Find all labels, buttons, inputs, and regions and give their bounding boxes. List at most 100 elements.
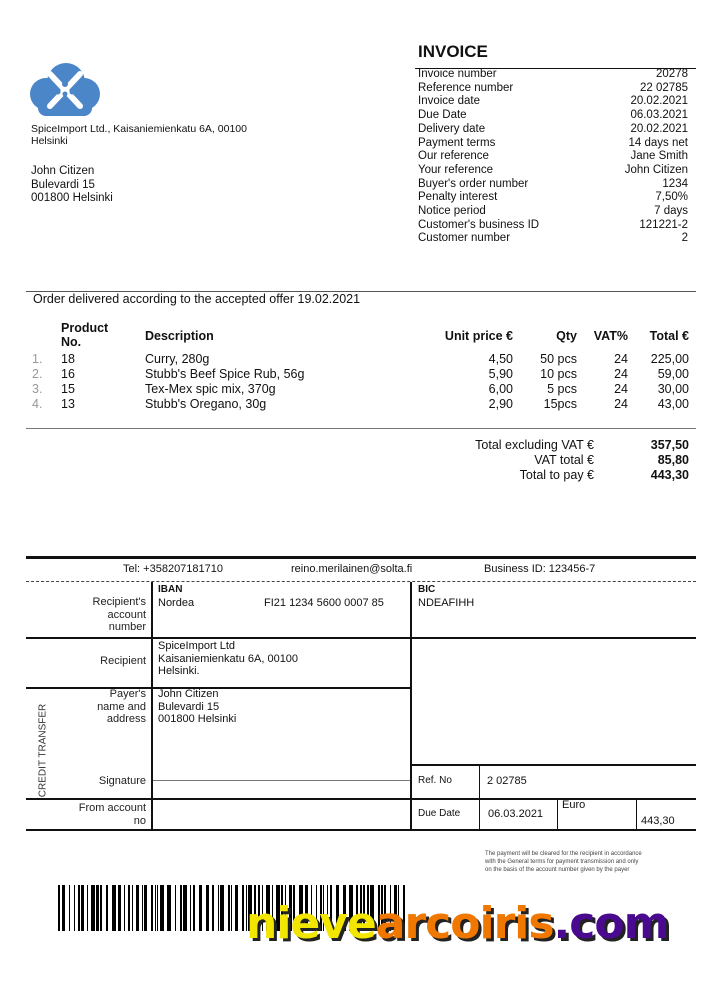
watermark-part: .com: [553, 898, 670, 949]
from-account-field[interactable]: [153, 800, 410, 829]
bic-label: BIC: [418, 584, 436, 595]
barcode-bar: [235, 885, 238, 931]
info-value: 2: [681, 232, 688, 245]
barcode-bar: [262, 885, 263, 931]
qty: 15pcs: [543, 397, 577, 411]
total-row: Total excluding VAT € 357,50: [0, 438, 720, 453]
slip-bottom-border: [26, 829, 696, 831]
barcode-bar: [81, 885, 84, 931]
header-unit-price: Unit price €: [444, 329, 513, 343]
slip-hline: [410, 764, 696, 766]
order-note: Order delivered according to the accepte…: [33, 292, 361, 306]
recipient-line: Kaisaniemienkatu 6A, 00100: [158, 652, 299, 665]
barcode-bar: [360, 885, 362, 931]
slip-hline: [26, 637, 696, 639]
info-label: Your reference: [418, 163, 494, 176]
info-value: 1234: [662, 177, 688, 190]
barcode-bar: [58, 885, 60, 931]
barcode-bar: [299, 885, 303, 931]
info-label: Our reference: [418, 150, 489, 163]
info-label: Delivery date: [418, 122, 486, 135]
barcode-bar: [96, 885, 99, 931]
info-label: Buyer's order number: [418, 177, 529, 190]
label-text: address: [106, 713, 146, 725]
qty: 5 pcs: [547, 382, 577, 396]
customer-city: 001800 Helsinki: [31, 192, 113, 204]
total-row: Total to pay € 443,30: [0, 468, 720, 483]
payer-label: Payer's name and address: [30, 688, 146, 726]
amount-value: 443,30: [641, 815, 675, 827]
recipient-line: SpiceImport Ltd: [158, 640, 236, 652]
info-label: Penalty interest: [418, 191, 498, 204]
barcode-bar: [87, 885, 88, 931]
info-label: Notice period: [418, 205, 486, 217]
label-text: From account: [78, 802, 146, 814]
divider: [26, 428, 696, 429]
header-text: No.: [61, 335, 82, 349]
barcode-bar: [144, 885, 147, 931]
info-row: Our reference Jane Smith: [418, 150, 688, 164]
signature-line[interactable]: [153, 780, 410, 781]
customer-street: Bulevardi 15: [31, 178, 95, 191]
total-label: VAT total €: [534, 453, 594, 467]
label-text: account: [107, 608, 146, 621]
label-text: Recipient's: [92, 596, 146, 608]
barcode-bar: [100, 885, 102, 931]
header-description: Description: [145, 329, 214, 343]
barcode-bar: [155, 885, 156, 931]
total-value: 443,30: [650, 468, 689, 482]
label-text: number: [108, 621, 146, 633]
barcode-bar: [167, 885, 171, 931]
info-value: Jane Smith: [630, 150, 688, 163]
table-row: 4. 13 Stubb's Oregano, 30g 2,90 15pcs 24…: [0, 397, 720, 412]
barcode-bar: [142, 885, 143, 931]
info-label: Customer number: [418, 232, 511, 245]
barcode-bar: [384, 885, 386, 931]
barcode-bar: [212, 885, 214, 931]
footer-business-id: Business ID: 123456-7: [484, 563, 596, 575]
barcode-bar: [356, 885, 358, 931]
header-total: Total €: [649, 329, 689, 343]
barcode-bar: [112, 885, 116, 931]
barcode-bar: [231, 885, 232, 931]
qty: 10 pcs: [540, 367, 577, 381]
info-value: John Citizen: [624, 163, 688, 176]
label-text: name and: [97, 700, 146, 713]
sender-address: SpiceImport Ltd., Kaisaniemienkatu 6A, 0…: [31, 123, 247, 147]
total-row: VAT total € 85,80: [0, 453, 720, 468]
fine-print-line: The payment will be cleared for the reci…: [485, 851, 642, 857]
cut-line: [26, 581, 696, 582]
unit-price: 6,00: [488, 382, 513, 396]
barcode-bar: [316, 885, 317, 931]
row-number: 4.: [32, 397, 43, 411]
barcode-bar: [323, 885, 324, 931]
total-value: 357,50: [650, 438, 689, 452]
table-row: 3. 15 Tex-Mex spic mix, 370g 6,00 5 pcs …: [0, 382, 720, 397]
total-value: 85,80: [657, 453, 689, 467]
iban-value: FI21 1234 5600 0007 85: [264, 597, 384, 609]
info-value: 20278: [656, 68, 688, 80]
barcode-bar: [69, 885, 70, 931]
footer-email[interactable]: reino.merilainen@solta.fi: [291, 563, 413, 575]
ref-label: Ref. No: [418, 775, 452, 786]
currency-label: Euro: [562, 799, 586, 811]
info-value: 20.02.2021: [630, 95, 688, 108]
line-total: 30,00: [657, 382, 689, 396]
info-value: 14 days net: [628, 136, 688, 149]
barcode-bar: [285, 885, 286, 931]
info-value: 7 days: [654, 205, 688, 217]
sender-line: SpiceImport Ltd., Kaisaniemienkatu 6A, 0…: [31, 123, 247, 135]
barcode-bar: [246, 885, 247, 931]
invoice-title: INVOICE: [418, 42, 488, 61]
customer-name: John Citizen: [31, 165, 95, 177]
barcode-bar: [272, 885, 273, 931]
barcode-bar: [258, 885, 260, 931]
info-row: Buyer's order number 1234: [418, 178, 688, 192]
slip-vline: [410, 582, 412, 831]
description: Tex-Mex spic mix, 370g: [145, 382, 276, 396]
description: Curry, 280g: [145, 352, 210, 366]
barcode-bar: [78, 885, 80, 931]
barcode-bar: [74, 885, 75, 931]
barcode-bar: [293, 885, 295, 931]
